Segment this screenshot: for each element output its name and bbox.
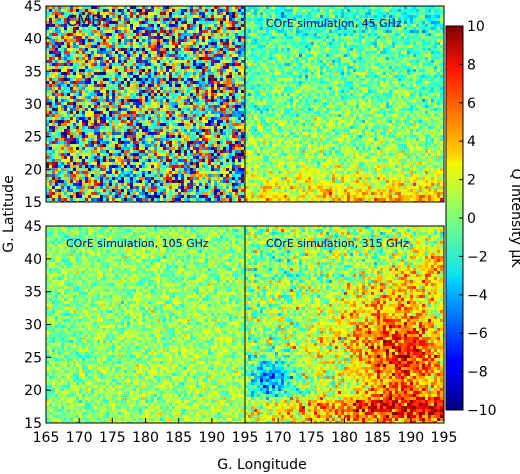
colorbar-tick-label: 4 bbox=[467, 134, 476, 150]
panel-core-315ghz bbox=[245, 226, 444, 423]
panel-cmb bbox=[46, 6, 245, 202]
colorbar-tick-label: 10 bbox=[467, 19, 485, 35]
x-tick-label: 185 bbox=[165, 430, 192, 446]
colorbar-tick-label: −4 bbox=[467, 288, 488, 304]
colorbar-tick-label: −6 bbox=[467, 326, 488, 342]
y-tick-label: 25 bbox=[24, 130, 42, 146]
y-axis-label: G. Latitude bbox=[1, 175, 17, 252]
panel-core-45ghz bbox=[245, 6, 444, 202]
x-tick-label: 175 bbox=[298, 430, 325, 446]
x-tick-label: 190 bbox=[198, 430, 225, 446]
panel-title-cmb: CMB bbox=[66, 11, 102, 30]
x-tick-label: 195 bbox=[232, 430, 259, 446]
x-tick-label: 175 bbox=[99, 430, 126, 446]
y-tick-label: 15 bbox=[24, 416, 42, 432]
y-tick-label: 30 bbox=[24, 318, 42, 334]
x-tick-label: 190 bbox=[397, 430, 424, 446]
y-tick-label: 45 bbox=[24, 0, 42, 15]
colorbar-label: Q Intensity μK bbox=[508, 169, 520, 269]
colorbar-tick-label: −8 bbox=[467, 365, 488, 381]
x-tick-label: 165 bbox=[33, 430, 60, 446]
colorbar-ticks: 10 8 6 4 2 0 −2 −4 −6 −8 −10 bbox=[459, 19, 497, 419]
panel-title-315ghz: COrE simulation, 315 GHz bbox=[266, 237, 409, 250]
x-tick-label: 170 bbox=[265, 430, 292, 446]
y-tick-label: 40 bbox=[24, 252, 42, 268]
colorbar-tick-label: 0 bbox=[467, 211, 476, 227]
y-tick-label: 25 bbox=[24, 350, 42, 366]
x-tick-label: 180 bbox=[331, 430, 358, 446]
panel-title-45ghz: COrE simulation, 45 GHz bbox=[266, 17, 402, 30]
y-tick-label: 45 bbox=[24, 219, 42, 235]
colorbar-tick-label: 2 bbox=[467, 173, 476, 189]
panel-title-105ghz: COrE simulation, 105 GHz bbox=[66, 237, 209, 250]
y-tick-label: 20 bbox=[24, 162, 42, 178]
x-tick-label: 180 bbox=[132, 430, 159, 446]
x-axis-label: G. Longitude bbox=[217, 457, 306, 473]
y-tick-label: 30 bbox=[24, 97, 42, 113]
x-tick-label: 195 bbox=[431, 430, 458, 446]
colorbar-tick-label: −10 bbox=[467, 403, 497, 419]
colorbar-tick-label: −2 bbox=[467, 249, 488, 265]
axes: 165 170 175 180 185 190 195 170 175 180 185 190 195 1… bbox=[24, 0, 457, 446]
y-tick-label: 35 bbox=[24, 285, 42, 301]
colorbar-tick-label: 6 bbox=[467, 96, 476, 112]
panel-core-105ghz bbox=[46, 226, 245, 423]
y-tick-label: 40 bbox=[24, 32, 42, 48]
x-tick-label: 185 bbox=[364, 430, 391, 446]
y-tick-label: 15 bbox=[24, 195, 42, 211]
y-tick-label: 20 bbox=[24, 383, 42, 399]
y-tick-label: 35 bbox=[24, 64, 42, 80]
x-tick-label: 170 bbox=[66, 430, 93, 446]
colorbar-tick-label: 8 bbox=[467, 57, 476, 73]
